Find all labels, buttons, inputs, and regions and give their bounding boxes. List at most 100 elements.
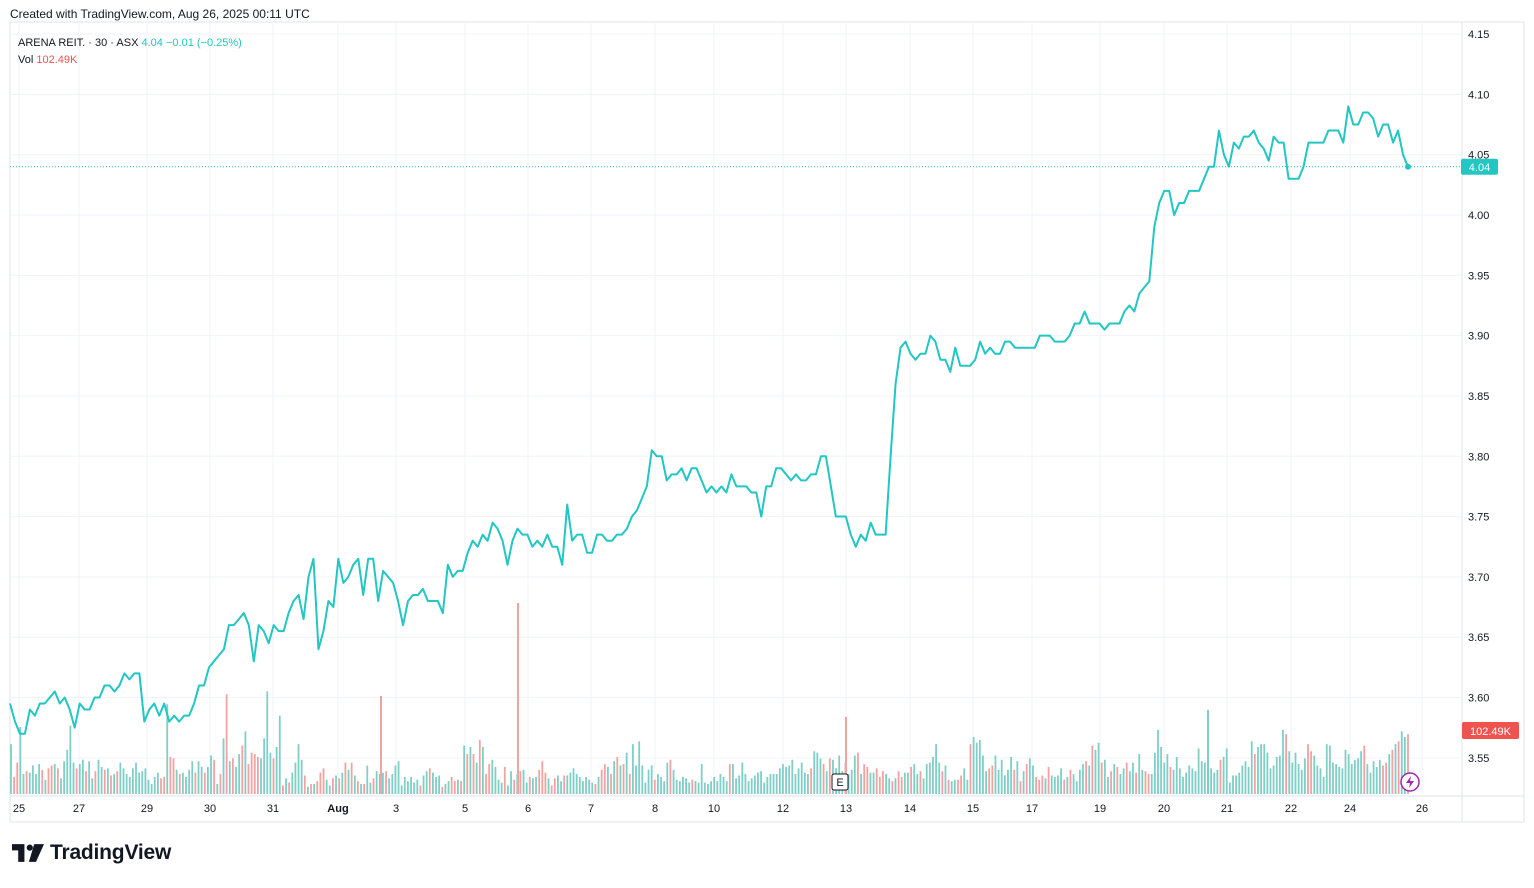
volume-bar [22,774,25,794]
volume-bar [216,784,219,794]
volume-bar [1088,765,1091,794]
volume-bar [638,741,641,794]
volume-bar [106,768,109,794]
volume-bar [363,784,366,794]
volume-bar [1225,748,1228,794]
volume-bar [210,755,212,794]
volume-bar [800,762,803,794]
volume-bar [385,771,387,794]
volume-bar [953,779,956,794]
volume-bar [866,766,869,794]
volume-bar [1344,749,1347,794]
volume-bar [453,781,456,794]
volume-bar [1160,746,1162,794]
volume-bar [219,774,222,794]
volume-bar [894,778,897,795]
y-tick-label: 4.15 [1468,29,1489,41]
volume-bar [428,768,431,794]
volume-bar [382,772,384,795]
volume-bar [178,774,181,794]
volume-bar [869,772,872,795]
volume-bar [1047,766,1050,794]
volume-bar [1394,744,1397,795]
volume-bar [222,738,225,794]
volume-bar [91,778,94,795]
symbol-label[interactable]: ARENA REIT. · 30 · ASX [18,37,139,49]
x-tick-label: 17 [1026,803,1038,815]
created-with-label: Created with TradingView.com, Aug 26, 20… [10,7,310,21]
volume-bar [475,762,478,794]
volume-bar [1244,761,1247,794]
volume-bar [181,772,184,795]
volume-bar [325,779,328,794]
volume-bar [275,746,278,794]
volume-bar [1016,761,1019,794]
volume-bar [1041,775,1044,794]
tradingview-logo[interactable]: TradingView [12,841,171,865]
volume-bar [375,771,378,794]
volume-bar [1291,762,1294,794]
volume-bar [466,754,469,794]
volume-bar [457,779,459,794]
volume-bar [910,766,912,794]
volume-bar [188,769,191,794]
volume-bar [1357,758,1359,795]
volume-bar [628,774,631,794]
volume-bar [850,769,853,794]
volume-bar [788,765,791,794]
x-tick-label: 27 [73,803,85,815]
volume-bar [1250,741,1253,794]
price-series-line [9,105,1409,735]
volume-bar [991,765,994,794]
price-line-group [9,105,1462,735]
volume-bar [175,769,178,794]
price-axis[interactable]: 4.15 4.10 4.05 4.00 3.95 3.90 3.85 3.80 3.75 3.70… [1468,29,1489,765]
volume-bar [10,744,12,795]
volume-bar [753,775,756,794]
volume-bar-spike [845,717,847,794]
volume-bar [657,774,659,794]
volume-bar [263,738,266,794]
volume-bar [1032,765,1034,794]
volume-bar [119,762,122,794]
volume-bar [1150,774,1153,794]
volume-bar [750,778,753,795]
volume-bar [241,745,244,794]
volume-bar [131,768,134,794]
x-tick-label: 12 [777,803,789,815]
volume-bar [35,774,37,794]
volume-bar [675,779,678,794]
x-tick-label: 25 [13,803,25,815]
chart-legend: ARENA REIT. · 30 · ASX 4.04 −0.01 (−0.25… [18,35,242,69]
volume-bar [603,764,606,794]
y-tick-label: 3.75 [1468,512,1489,524]
volume-bar [341,772,344,795]
volume-bar [985,771,987,794]
volume-bar [969,744,972,795]
volume-bar [238,754,241,794]
x-tick-label: 19 [1094,803,1106,815]
volume-bar [813,751,816,794]
volume-bar [203,772,206,795]
volume-bar [422,775,425,794]
volume-bar [510,771,512,794]
volume-bar [231,758,234,795]
volume-bar [703,782,706,794]
volume-bar [25,771,28,794]
x-tick-label: 13 [840,803,852,815]
volume-label[interactable]: Vol [18,54,34,66]
x-tick-label: 7 [588,803,594,815]
volume-bar [1122,768,1125,794]
time-axis[interactable]: 25 27 29 30 31 Aug 3 5 6 7 8 10 12 13 14 15 17 19 20 21 22 24… [13,803,1428,815]
volume-bar [1013,769,1016,794]
volume-bar [1057,775,1059,794]
volume-bar [613,761,616,794]
volume-bar [903,772,906,795]
volume-bar [538,769,541,794]
volume-bar [78,764,81,794]
volume-bar [872,772,875,795]
volume-bar [957,779,959,794]
volume-bar [757,772,759,795]
